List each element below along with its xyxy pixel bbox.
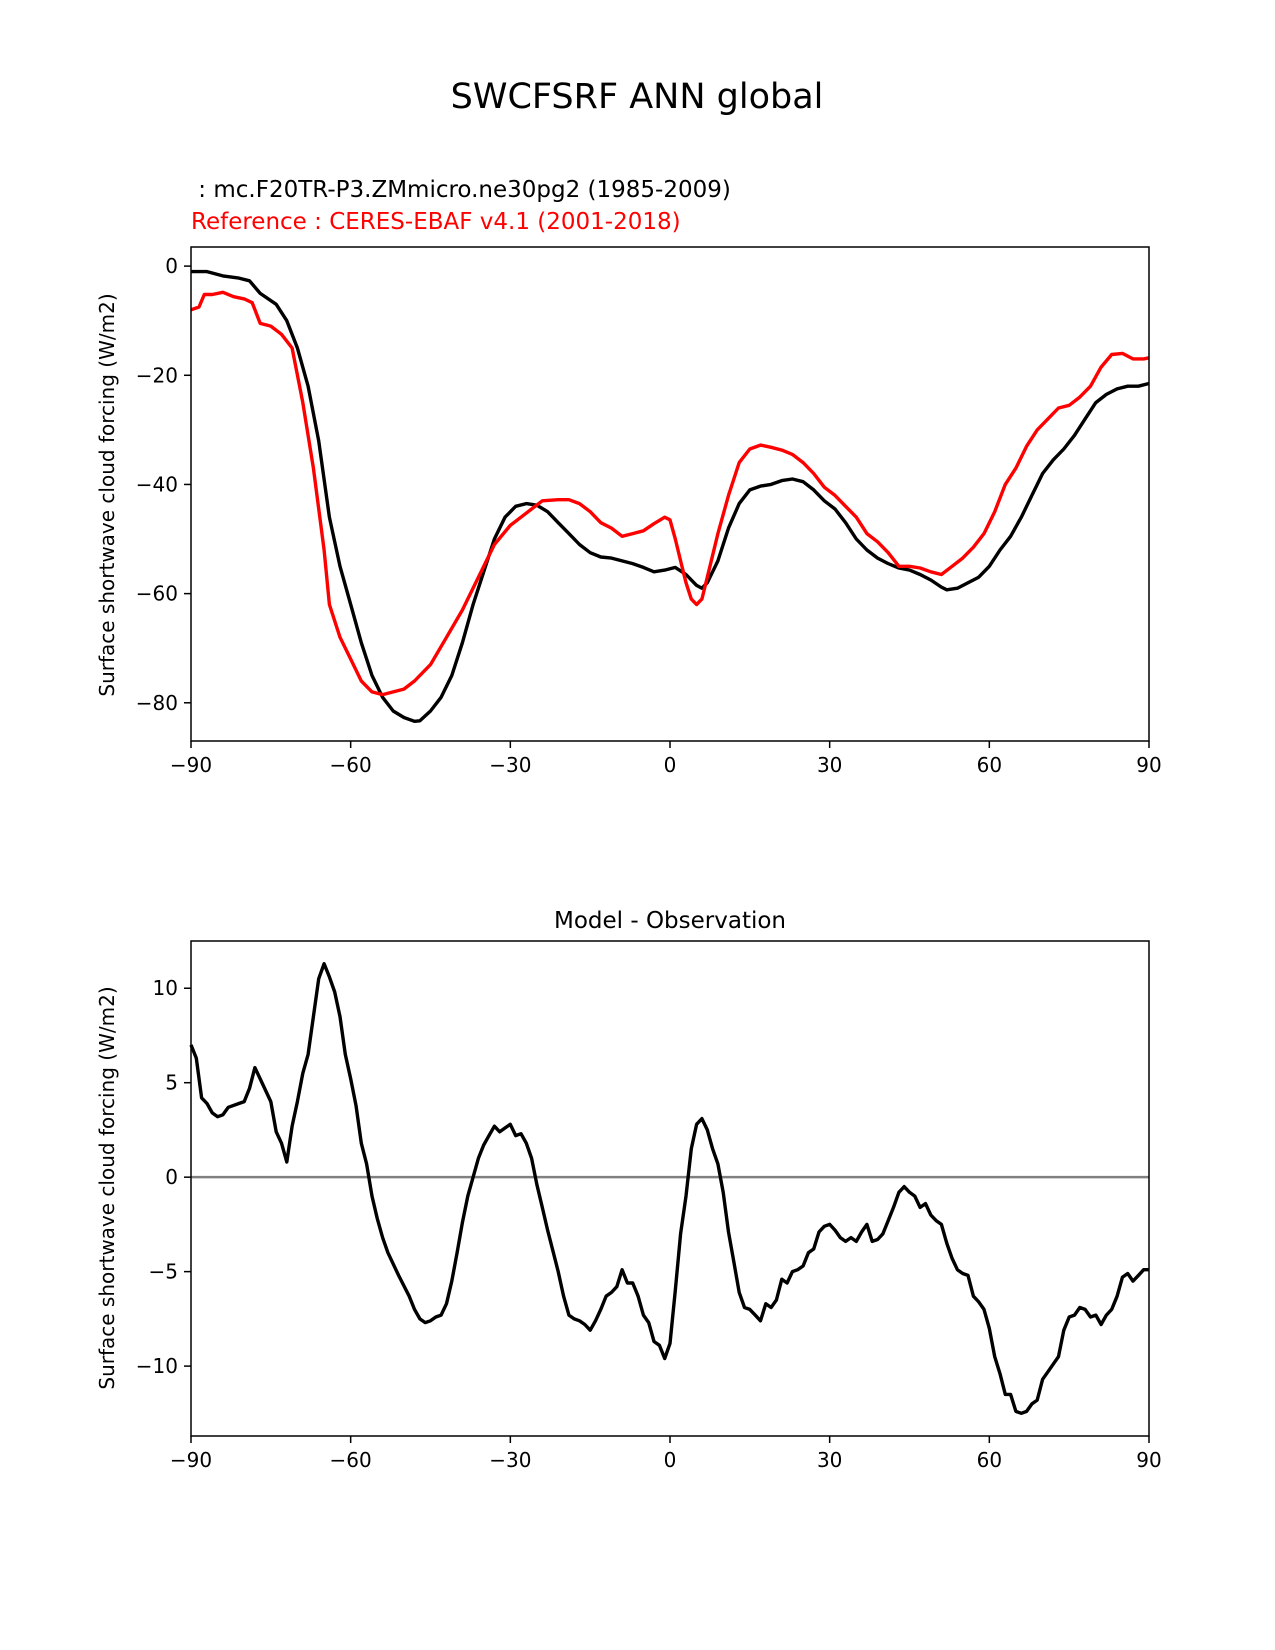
bottom-y-tick-label: 10	[153, 976, 178, 1000]
bottom-y-tick-label: −10	[136, 1354, 178, 1378]
top-y-axis-label: Surface shortwave cloud forcing (W/m2)	[95, 293, 119, 696]
top-x-tick-label: 0	[664, 753, 677, 777]
top-series-lines	[190, 269, 1150, 723]
bottom-plot-frame	[190, 940, 1150, 1437]
top-series-line-1	[190, 290, 1150, 697]
bottom-panel: Model - Observation Surface shortwave cl…	[95, 908, 1162, 1472]
top-x-tick-label: −60	[330, 753, 372, 777]
top-plot-frame	[190, 246, 1150, 742]
top-x-tick-label: 60	[977, 753, 1002, 777]
top-x-tick-label: −90	[170, 753, 212, 777]
top-panel: : mc.F20TR-P3.ZMmicro.ne30pg2 (1985-2009…	[95, 177, 1162, 777]
bottom-y-ticks: 10 5 0 −5 −10	[136, 976, 191, 1378]
top-y-tick-label: −40	[136, 472, 178, 496]
top-x-tick-label: −30	[489, 753, 531, 777]
bottom-y-tick-label: −5	[149, 1260, 178, 1284]
bottom-x-tick-label: −60	[330, 1448, 372, 1472]
top-series-line-0	[191, 269, 1150, 723]
bottom-x-tick-label: 60	[977, 1448, 1002, 1472]
bottom-y-tick-label: 0	[165, 1165, 178, 1189]
bottom-x-tick-label: −30	[489, 1448, 531, 1472]
reference-label: Reference : CERES-EBAF v4.1 (2001-2018)	[191, 209, 681, 235]
bottom-x-tick-label: 30	[817, 1448, 842, 1472]
bottom-y-tick-label: 5	[165, 1071, 178, 1095]
bottom-x-tick-label: −90	[170, 1448, 212, 1472]
difference-title: Model - Observation	[554, 908, 786, 934]
top-y-ticks: 0 −20 −40 −60 −80	[136, 254, 191, 715]
top-x-tick-label: 90	[1136, 753, 1161, 777]
bottom-y-axis-label: Surface shortwave cloud forcing (W/m2)	[95, 986, 119, 1389]
top-y-tick-label: −80	[136, 691, 178, 715]
bottom-x-tick-label: 90	[1136, 1448, 1161, 1472]
figure-title: SWCFSRF ANN global	[451, 77, 824, 117]
bottom-series-line-0	[189, 962, 1149, 1415]
top-y-tick-label: −60	[136, 582, 178, 606]
top-y-tick-label: 0	[165, 254, 178, 278]
top-x-tick-label: 30	[817, 753, 842, 777]
top-x-ticks: −90 −60 −30 0 30 60 90	[170, 741, 1162, 777]
top-y-tick-label: −20	[136, 363, 178, 387]
bottom-x-tick-label: 0	[664, 1448, 677, 1472]
bottom-series-lines	[189, 962, 1149, 1415]
test-label: : mc.F20TR-P3.ZMmicro.ne30pg2 (1985-2009…	[191, 177, 731, 203]
bottom-x-ticks: −90 −60 −30 0 30 60 90	[170, 1436, 1162, 1472]
